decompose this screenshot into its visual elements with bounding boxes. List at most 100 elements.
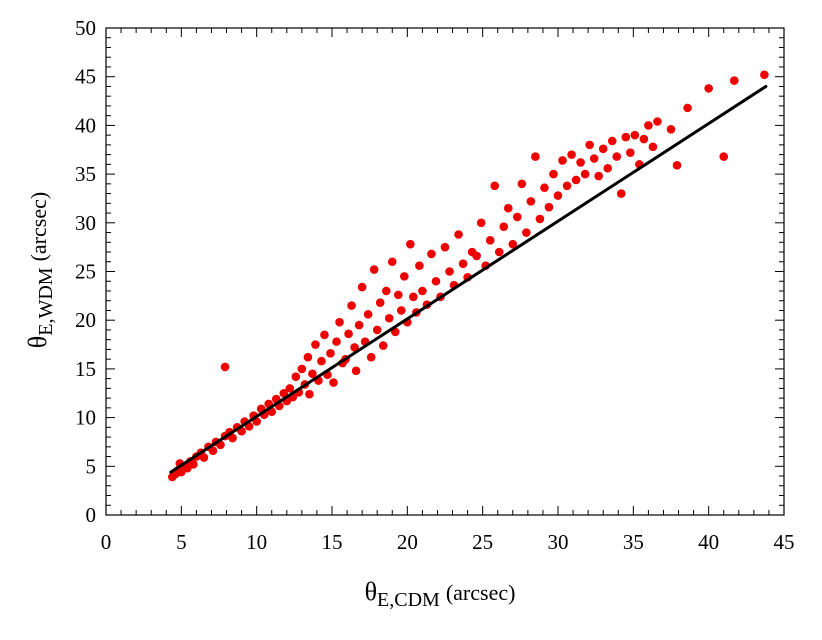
data-point	[503, 203, 513, 213]
data-point	[616, 189, 626, 198]
y-tick-label: 45	[75, 65, 96, 89]
data-point	[490, 181, 500, 191]
data-point	[375, 298, 385, 307]
data-point	[683, 103, 692, 113]
x-tick-label: 20	[397, 530, 418, 554]
data-point	[378, 341, 388, 350]
data-point	[603, 163, 613, 173]
data-point	[576, 158, 585, 167]
data-point	[558, 156, 567, 165]
data-point	[458, 259, 468, 269]
data-point	[427, 249, 436, 259]
data-point	[400, 272, 409, 281]
data-point	[397, 306, 406, 315]
data-point	[431, 276, 441, 286]
data-point	[384, 313, 394, 323]
data-point	[522, 228, 531, 237]
x-tick-label: 15	[322, 530, 343, 554]
data-point	[409, 292, 418, 302]
data-point	[303, 352, 313, 362]
data-point	[476, 218, 486, 228]
data-point	[189, 460, 198, 469]
x-tick-label: 45	[774, 530, 795, 554]
data-point	[630, 130, 640, 140]
data-point	[372, 325, 382, 335]
data-point	[535, 214, 545, 224]
data-point	[549, 169, 558, 179]
x-tick-label: 5	[176, 530, 187, 554]
data-point	[354, 320, 364, 330]
data-point	[585, 140, 594, 150]
data-point	[363, 310, 373, 319]
data-point	[199, 453, 209, 462]
data-point	[540, 183, 549, 193]
x-tick-label: 25	[472, 530, 493, 554]
data-point	[366, 352, 376, 362]
data-point	[387, 257, 397, 267]
data-point	[626, 148, 635, 157]
data-point	[531, 152, 540, 161]
data-point	[612, 152, 622, 161]
data-point	[594, 171, 603, 181]
y-axis-label: θE,WDM(arcsec)	[23, 192, 57, 348]
y-tick-label: 20	[75, 308, 96, 332]
data-point	[317, 356, 326, 366]
data-point	[369, 265, 379, 274]
data-point	[344, 329, 353, 339]
plot-frame	[105, 27, 785, 516]
data-point	[415, 261, 424, 270]
y-tick-label: 25	[75, 260, 96, 284]
data-point	[526, 197, 536, 206]
data-point	[760, 70, 769, 80]
data-point	[418, 286, 427, 296]
x-axis-label: θE,CDM (arcsec)	[365, 577, 516, 611]
x-tick-label: 30	[548, 530, 569, 554]
data-point	[648, 142, 658, 152]
data-point	[357, 282, 367, 292]
data-point	[644, 121, 653, 130]
y-tick-label: 10	[75, 406, 96, 430]
data-point	[666, 124, 676, 134]
data-point	[228, 433, 237, 443]
fit-line	[169, 84, 768, 474]
data-point	[571, 175, 581, 185]
data-point	[580, 169, 590, 179]
data-point	[704, 84, 713, 93]
data-point	[445, 267, 454, 276]
y-tick-label: 0	[86, 503, 97, 527]
data-point	[454, 230, 463, 239]
data-point	[440, 242, 450, 252]
y-tick-label: 35	[75, 162, 96, 186]
data-point	[311, 340, 320, 349]
y-tick-label: 15	[75, 357, 96, 381]
data-point	[729, 76, 739, 85]
data-point	[499, 222, 509, 231]
data-point	[508, 239, 518, 249]
x-tick-label: 0	[101, 530, 112, 554]
data-point	[326, 349, 335, 358]
data-point	[297, 364, 307, 374]
data-point	[285, 384, 295, 393]
fit-line-layer	[169, 84, 768, 474]
data-point	[320, 330, 329, 340]
data-point	[347, 301, 356, 310]
data-point	[351, 366, 361, 376]
data-point	[485, 236, 495, 245]
data-point	[305, 389, 314, 399]
data-point	[279, 388, 289, 398]
data-point	[472, 251, 481, 261]
y-tick-label: 5	[86, 454, 97, 478]
data-point	[208, 446, 218, 456]
data-point	[598, 144, 608, 154]
data-point	[607, 136, 617, 146]
y-tick-label: 40	[75, 113, 96, 137]
data-point	[335, 317, 344, 327]
data-point	[719, 152, 729, 161]
data-point	[653, 117, 662, 126]
data-point	[567, 150, 576, 159]
y-tick-label: 30	[75, 211, 96, 235]
data-point	[332, 337, 341, 346]
x-tick-label: 35	[623, 530, 644, 554]
data-point	[513, 212, 522, 222]
data-point	[589, 154, 599, 163]
